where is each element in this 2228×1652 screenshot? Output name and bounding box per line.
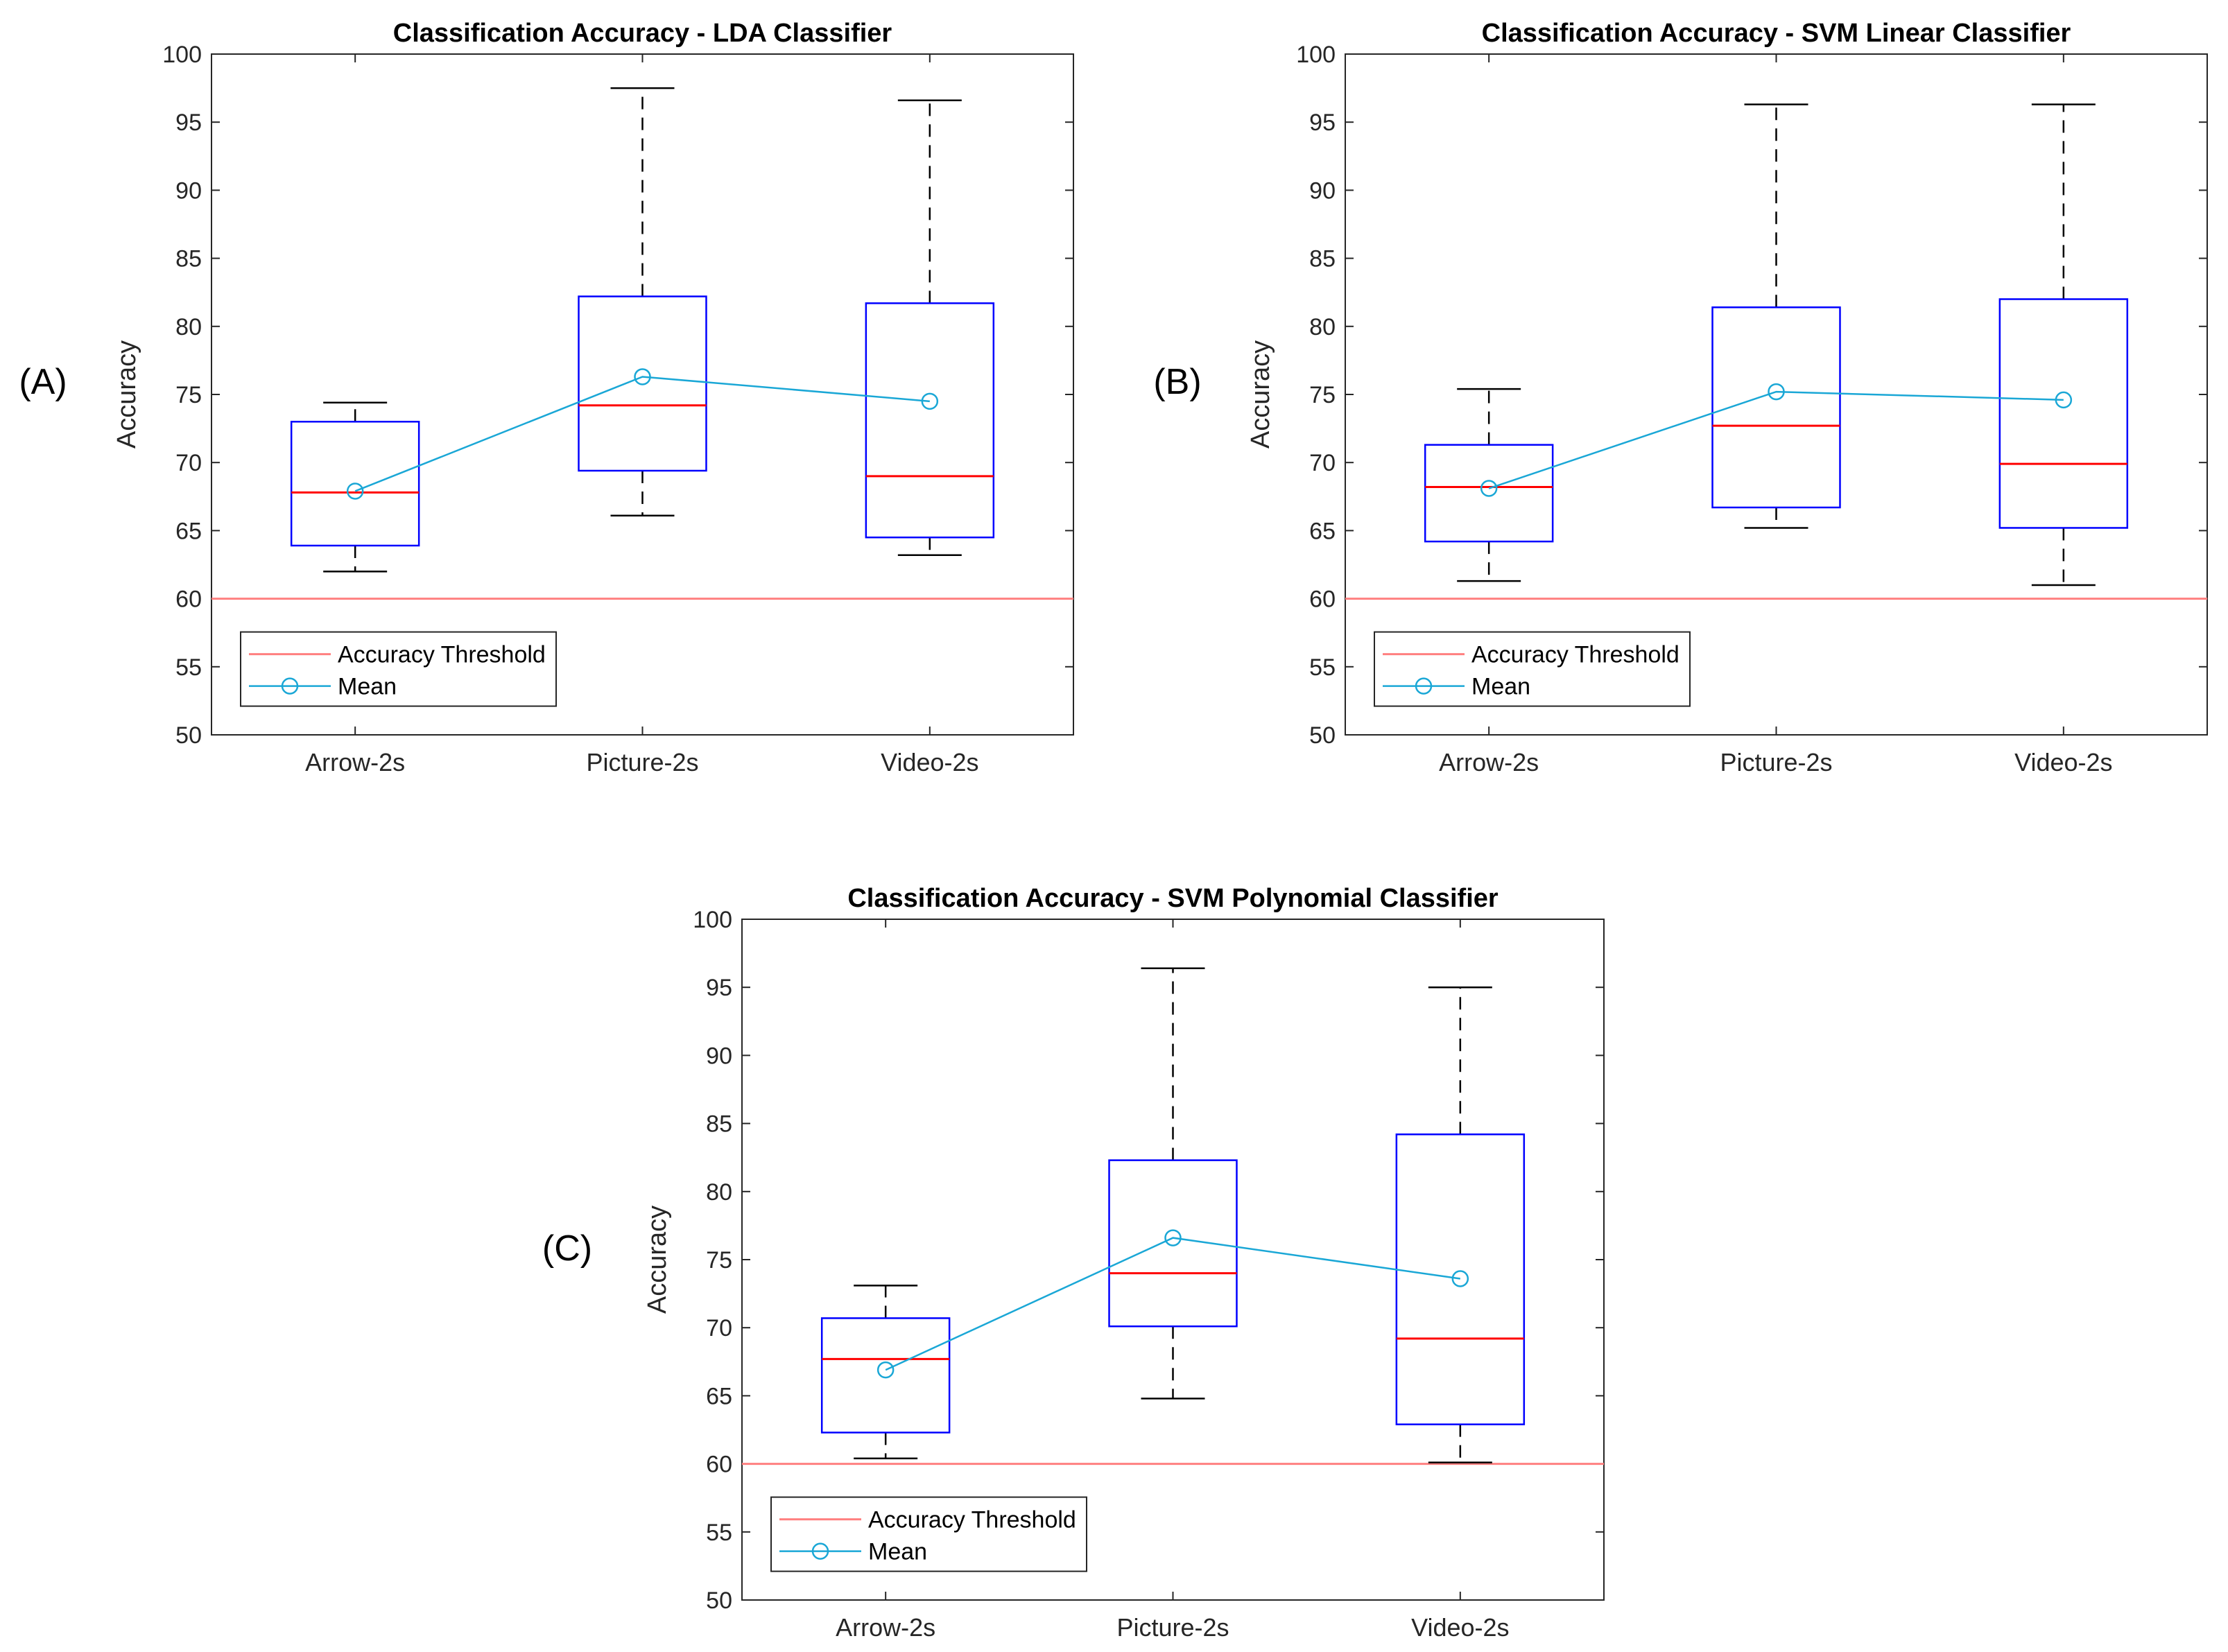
y-tick-label: 60 — [706, 1452, 732, 1478]
y-tick-label: 95 — [1309, 110, 1336, 136]
y-tick-label: 100 — [693, 907, 732, 933]
y-tick-label: 100 — [162, 42, 202, 68]
legend-threshold-label: Accuracy Threshold — [338, 642, 546, 668]
panel-label-a: (A) — [19, 362, 67, 402]
y-axis-label: Accuracy — [1246, 340, 1275, 449]
y-axis-label: Accuracy — [643, 1206, 672, 1314]
mean-marker — [346, 482, 364, 500]
x-tick-label: Video-2s — [881, 748, 978, 776]
legend-mean-marker — [811, 1542, 829, 1560]
y-axis-label: Accuracy — [112, 340, 141, 449]
legend-mean-marker — [1415, 677, 1433, 695]
panel-label-b: (B) — [1153, 362, 1201, 402]
legend-mean-marker — [281, 677, 299, 695]
mean-marker — [1480, 480, 1498, 497]
mean-marker — [2055, 391, 2073, 409]
y-tick-label: 60 — [175, 586, 202, 613]
mean-marker — [876, 1361, 895, 1379]
panel-label-c: (C) — [542, 1228, 592, 1269]
y-tick-label: 65 — [706, 1383, 732, 1409]
box-iqr — [290, 421, 420, 547]
y-tick-label: 90 — [1309, 177, 1336, 204]
chart-title: Classification Accuracy - SVM Polynomial… — [847, 884, 1499, 913]
x-tick-label: Video-2s — [1411, 1613, 1509, 1642]
x-tick-label: Picture-2s — [586, 748, 698, 776]
y-tick-label: 75 — [1309, 382, 1336, 408]
x-tick-label: Video-2s — [2014, 748, 2112, 776]
y-tick-label: 80 — [706, 1179, 732, 1206]
y-tick-label: 55 — [706, 1520, 732, 1546]
y-tick-label: 100 — [1296, 42, 1336, 68]
y-tick-label: 65 — [175, 518, 202, 544]
chart-title: Classification Accuracy - SVM Linear Cla… — [1482, 19, 2071, 48]
y-tick-label: 90 — [175, 177, 202, 204]
mean-line — [354, 376, 930, 492]
legend-threshold-label: Accuracy Threshold — [1471, 642, 1679, 668]
box-iqr — [1711, 306, 1841, 509]
x-tick-label: Arrow-2s — [1439, 748, 1539, 776]
mean-line — [885, 1237, 1461, 1371]
legend-mean-label: Mean — [868, 1539, 927, 1565]
y-tick-label: 50 — [1309, 722, 1336, 749]
chart-panel-lda: Classification Accuracy - LDA Classifier… — [112, 19, 1074, 776]
box-iqr — [578, 295, 707, 472]
mean-marker — [1164, 1229, 1182, 1246]
legend-threshold-label: Accuracy Threshold — [868, 1507, 1076, 1533]
box-iqr — [1395, 1133, 1526, 1425]
legend-mean-label: Mean — [338, 674, 397, 700]
y-tick-label: 95 — [175, 110, 202, 136]
legend-mean-label: Mean — [1471, 674, 1530, 700]
y-tick-label: 65 — [1309, 518, 1336, 544]
mean-marker — [921, 392, 939, 410]
y-tick-label: 80 — [1309, 314, 1336, 340]
box-iqr — [1424, 444, 1554, 543]
mean-marker — [1768, 383, 1785, 401]
y-tick-label: 95 — [706, 975, 732, 1001]
y-tick-label: 70 — [706, 1315, 732, 1341]
y-tick-label: 75 — [175, 382, 202, 408]
chart-panel-svm-polynomial: Classification Accuracy - SVM Polynomial… — [643, 884, 1605, 1642]
y-tick-label: 90 — [706, 1043, 732, 1069]
y-tick-label: 75 — [706, 1247, 732, 1273]
y-tick-label: 55 — [1309, 654, 1336, 681]
y-tick-label: 70 — [1309, 450, 1336, 476]
y-tick-label: 50 — [175, 722, 202, 749]
chart-title: Classification Accuracy - LDA Classifier — [393, 19, 892, 48]
box-iqr — [820, 1317, 951, 1434]
box-iqr — [1108, 1159, 1238, 1328]
box-iqr — [865, 302, 995, 539]
y-tick-label: 60 — [1309, 586, 1336, 613]
y-tick-label: 55 — [175, 654, 202, 681]
mean-line — [1488, 390, 2064, 489]
mean-marker — [634, 368, 651, 385]
y-tick-label: 50 — [706, 1588, 732, 1614]
y-tick-label: 70 — [175, 450, 202, 476]
y-tick-label: 85 — [175, 246, 202, 272]
chart-panel-svm-linear: Classification Accuracy - SVM Linear Cla… — [1246, 19, 2208, 776]
box-iqr — [1998, 298, 2129, 529]
x-tick-label: Arrow-2s — [836, 1613, 935, 1642]
mean-marker — [1451, 1270, 1469, 1287]
x-tick-label: Picture-2s — [1116, 1613, 1229, 1642]
y-tick-label: 80 — [175, 314, 202, 340]
y-tick-label: 85 — [1309, 246, 1336, 272]
y-tick-label: 85 — [706, 1111, 732, 1138]
x-tick-label: Picture-2s — [1720, 748, 1832, 776]
x-tick-label: Arrow-2s — [305, 748, 405, 776]
